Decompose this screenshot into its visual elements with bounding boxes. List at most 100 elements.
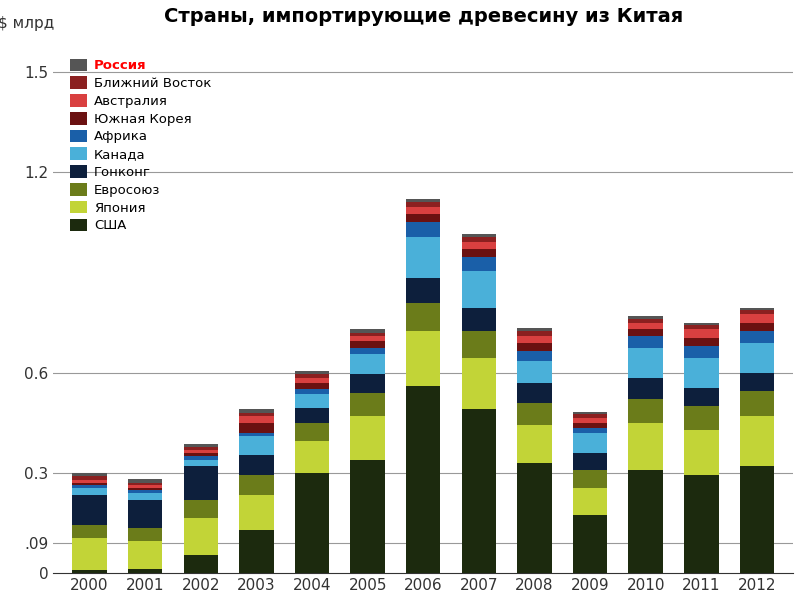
- Bar: [573, 488, 607, 515]
- Bar: [350, 347, 385, 355]
- Bar: [72, 525, 107, 538]
- Bar: [72, 488, 107, 494]
- Bar: [128, 488, 162, 490]
- Bar: [294, 374, 330, 378]
- Bar: [128, 482, 162, 485]
- Legend: Россия, Ближний Восток, Австралия, Южная Корея, Африка, Канада, Гонконг, Евросою: Россия, Ближний Восток, Австралия, Южная…: [67, 56, 214, 235]
- Bar: [294, 389, 330, 394]
- Bar: [462, 358, 496, 409]
- Bar: [128, 569, 162, 573]
- Bar: [183, 443, 218, 447]
- Bar: [462, 271, 496, 308]
- Bar: [350, 374, 385, 393]
- Bar: [183, 555, 218, 573]
- Bar: [629, 378, 663, 400]
- Bar: [239, 530, 274, 573]
- Bar: [518, 336, 552, 343]
- Bar: [239, 455, 274, 475]
- Bar: [350, 355, 385, 374]
- Bar: [573, 470, 607, 488]
- Bar: [239, 475, 274, 494]
- Bar: [518, 328, 552, 331]
- Bar: [573, 453, 607, 470]
- Bar: [518, 331, 552, 336]
- Bar: [629, 470, 663, 573]
- Bar: [72, 538, 107, 570]
- Bar: [684, 338, 718, 346]
- Bar: [406, 199, 441, 202]
- Bar: [183, 453, 218, 456]
- Bar: [740, 314, 774, 323]
- Bar: [239, 409, 274, 413]
- Bar: [462, 331, 496, 358]
- Bar: [350, 332, 385, 336]
- Bar: [239, 423, 274, 433]
- Bar: [406, 278, 441, 302]
- Bar: [72, 476, 107, 479]
- Bar: [462, 308, 496, 331]
- Bar: [684, 358, 718, 388]
- Bar: [684, 388, 718, 406]
- Bar: [629, 347, 663, 378]
- Bar: [406, 331, 441, 386]
- Bar: [462, 238, 496, 242]
- Bar: [183, 449, 218, 453]
- Bar: [518, 425, 552, 463]
- Bar: [573, 433, 607, 453]
- Bar: [294, 394, 330, 408]
- Bar: [740, 331, 774, 343]
- Bar: [294, 408, 330, 423]
- Bar: [183, 518, 218, 555]
- Bar: [684, 406, 718, 430]
- Bar: [740, 391, 774, 416]
- Bar: [72, 485, 107, 488]
- Bar: [183, 456, 218, 460]
- Bar: [518, 351, 552, 361]
- Bar: [518, 463, 552, 573]
- Bar: [128, 500, 162, 528]
- Bar: [462, 242, 496, 249]
- Title: Страны, импортирующие древесину из Китая: Страны, импортирующие древесину из Китая: [164, 7, 683, 26]
- Bar: [294, 378, 330, 383]
- Bar: [72, 479, 107, 483]
- Bar: [462, 257, 496, 271]
- Bar: [462, 409, 496, 573]
- Bar: [350, 393, 385, 416]
- Bar: [629, 400, 663, 423]
- Bar: [128, 541, 162, 569]
- Bar: [239, 413, 274, 416]
- Bar: [573, 418, 607, 423]
- Bar: [406, 223, 441, 238]
- Bar: [239, 494, 274, 530]
- Bar: [406, 386, 441, 573]
- Bar: [350, 460, 385, 573]
- Bar: [128, 490, 162, 493]
- Bar: [72, 473, 107, 476]
- Bar: [573, 412, 607, 415]
- Bar: [128, 493, 162, 500]
- Bar: [239, 416, 274, 423]
- Bar: [72, 483, 107, 485]
- Bar: [350, 341, 385, 347]
- Bar: [573, 515, 607, 573]
- Bar: [462, 249, 496, 257]
- Bar: [294, 473, 330, 573]
- Bar: [740, 343, 774, 373]
- Bar: [128, 485, 162, 488]
- Bar: [239, 433, 274, 436]
- Bar: [406, 202, 441, 208]
- Bar: [294, 423, 330, 441]
- Bar: [740, 466, 774, 573]
- Bar: [740, 373, 774, 391]
- Bar: [740, 310, 774, 314]
- Bar: [462, 234, 496, 238]
- Bar: [350, 329, 385, 332]
- Text: $ млрд: $ млрд: [0, 16, 54, 31]
- Bar: [629, 319, 663, 323]
- Bar: [350, 416, 385, 460]
- Bar: [518, 361, 552, 383]
- Bar: [629, 329, 663, 336]
- Bar: [573, 423, 607, 428]
- Bar: [518, 343, 552, 351]
- Bar: [128, 528, 162, 541]
